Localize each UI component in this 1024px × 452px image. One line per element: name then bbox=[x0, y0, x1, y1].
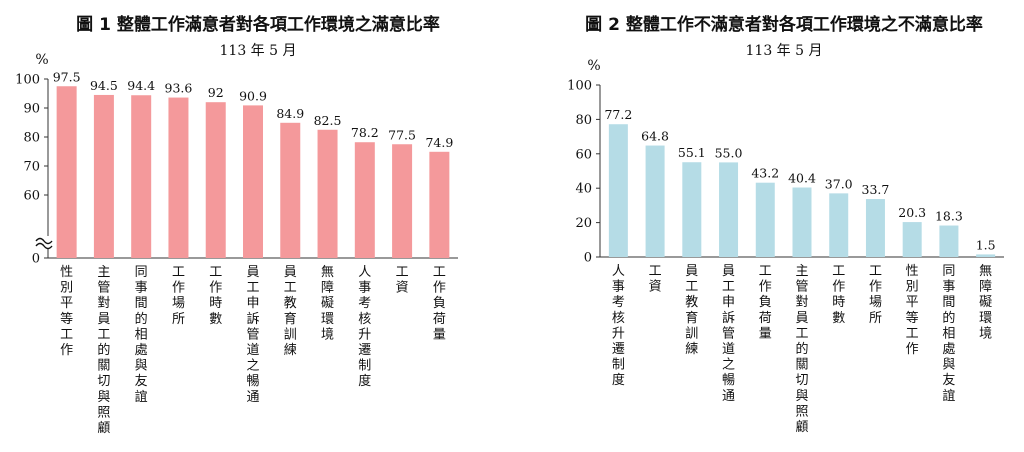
data-label: 74.9 bbox=[425, 135, 453, 150]
category-label: 人事考核升遷制度 bbox=[612, 264, 625, 388]
bar bbox=[792, 187, 812, 257]
category-label: 主管對員工的關切與照顧 bbox=[97, 265, 110, 436]
category-label: 性別平等工作 bbox=[906, 264, 919, 357]
category-label: 性別平等工作 bbox=[60, 265, 73, 358]
bar bbox=[243, 105, 263, 258]
data-label: 78.2 bbox=[351, 125, 379, 140]
category-label: 工作時數 bbox=[832, 264, 845, 326]
y-tick-label: 100 bbox=[567, 79, 592, 94]
y-tick-label: 40 bbox=[575, 182, 592, 197]
bar bbox=[645, 145, 665, 257]
category-label: 工作場所 bbox=[172, 265, 185, 327]
category-label: 員工申訴管道之暢通 bbox=[246, 265, 259, 405]
y-tick-label: 90 bbox=[23, 102, 40, 117]
data-label: 90.9 bbox=[239, 88, 267, 103]
category-label: 工作負荷量 bbox=[759, 264, 772, 341]
data-label: 37.0 bbox=[825, 176, 853, 191]
bar bbox=[829, 193, 849, 257]
category-label: 員工教育訓練 bbox=[284, 265, 297, 358]
bar bbox=[131, 95, 152, 259]
bar bbox=[392, 144, 413, 258]
category-label: 無障礙環境 bbox=[979, 264, 992, 341]
data-label: 77.5 bbox=[388, 127, 416, 142]
chart-1-title: 圖 1 整體工作滿意者對各項工作環境之滿意比率 bbox=[76, 14, 440, 35]
chart-1: 圖 1 整體工作滿意者對各項工作環境之滿意比率 113 年 5 月 % 0 60 7… bbox=[15, 14, 458, 436]
y-tick-label: 70 bbox=[23, 160, 40, 175]
data-label: 94.4 bbox=[127, 78, 155, 93]
data-label: 18.3 bbox=[935, 209, 963, 224]
bar bbox=[902, 222, 922, 257]
data-label: 92 bbox=[208, 85, 224, 100]
category-label: 同事間的相處與友誼 bbox=[135, 265, 148, 405]
bar bbox=[56, 86, 77, 258]
data-label: 55.1 bbox=[678, 145, 706, 160]
y-tick-label: 80 bbox=[575, 113, 592, 128]
axis-break-icon bbox=[35, 242, 53, 250]
axis-break-icon bbox=[35, 237, 53, 245]
y-tick-label: 0 bbox=[32, 252, 40, 267]
category-label: 主管對員工的關切與照顧 bbox=[795, 264, 808, 435]
bar bbox=[280, 122, 301, 258]
data-label: 40.4 bbox=[788, 171, 816, 186]
data-label: 77.2 bbox=[604, 107, 632, 122]
category-label: 同事間的相處與友誼 bbox=[942, 264, 955, 404]
category-label: 工資 bbox=[396, 265, 409, 296]
category-label: 無障礙環境 bbox=[321, 265, 334, 342]
category-label: 員工教育訓練 bbox=[685, 264, 698, 357]
category-label: 工作時數 bbox=[209, 265, 222, 327]
data-label: 93.6 bbox=[165, 81, 193, 96]
y-tick-label: 60 bbox=[23, 189, 40, 204]
chart-2: 圖 2 整體工作不滿意者對各項工作環境之不滿意比率 113 年 5 月 % 0 2… bbox=[567, 14, 1004, 435]
bar bbox=[429, 151, 450, 258]
data-label: 1.5 bbox=[976, 237, 996, 252]
y-tick-label: 80 bbox=[23, 131, 40, 146]
category-label: 人事考核升遷制度 bbox=[358, 265, 371, 389]
y-tick-label: 100 bbox=[15, 73, 40, 88]
bar bbox=[168, 97, 189, 258]
chart-2-unit: % bbox=[587, 58, 600, 74]
data-label: 94.5 bbox=[90, 78, 118, 93]
bar bbox=[682, 162, 702, 257]
data-label: 97.5 bbox=[53, 69, 81, 84]
category-label: 工資 bbox=[649, 264, 662, 295]
y-tick-label: 20 bbox=[575, 216, 592, 231]
chart-1-unit: % bbox=[35, 52, 48, 68]
y-tick-label: 0 bbox=[584, 251, 592, 266]
bar bbox=[354, 142, 375, 258]
data-label: 55.0 bbox=[715, 145, 743, 160]
chart-1-subtitle: 113 年 5 月 bbox=[220, 43, 297, 59]
category-label: 工作負荷量 bbox=[433, 265, 446, 342]
data-label: 43.2 bbox=[751, 166, 779, 181]
bar bbox=[865, 199, 885, 257]
bar bbox=[205, 102, 226, 258]
category-label: 工作場所 bbox=[869, 264, 882, 326]
bar bbox=[93, 94, 114, 258]
data-label: 84.9 bbox=[276, 106, 304, 121]
chart-2-subtitle: 113 年 5 月 bbox=[746, 43, 823, 59]
bar bbox=[719, 162, 739, 257]
data-label: 82.5 bbox=[314, 113, 342, 128]
chart-2-title: 圖 2 整體工作不滿意者對各項工作環境之不滿意比率 bbox=[585, 14, 983, 35]
bar bbox=[317, 129, 338, 258]
y-tick-label: 60 bbox=[575, 147, 592, 162]
bar bbox=[608, 124, 628, 257]
data-label: 33.7 bbox=[862, 182, 890, 197]
category-label: 員工申訴管道之暢通 bbox=[722, 264, 735, 404]
bar bbox=[939, 225, 959, 257]
data-label: 20.3 bbox=[898, 205, 926, 220]
bar bbox=[976, 254, 996, 257]
bar bbox=[755, 182, 775, 257]
data-label: 64.8 bbox=[641, 129, 669, 144]
